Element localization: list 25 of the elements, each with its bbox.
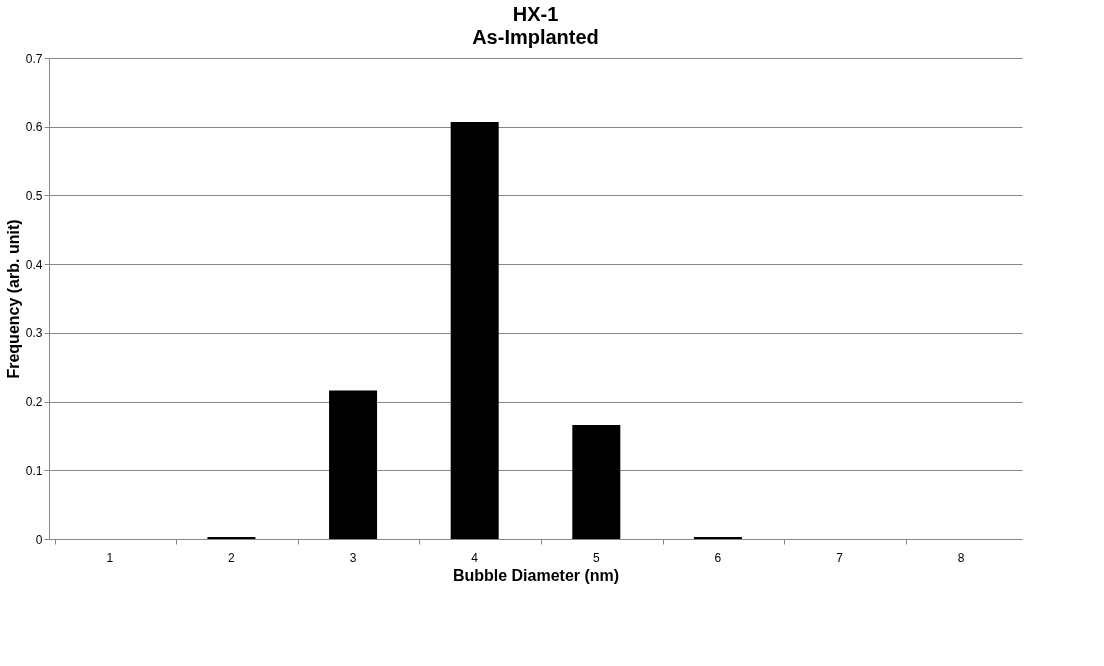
bar — [693, 536, 742, 539]
x-tick-label: 6 — [714, 550, 722, 565]
bar — [572, 424, 621, 539]
y-tick-label: 0.6 — [25, 120, 43, 135]
y-tick-label: 0.1 — [25, 463, 43, 478]
chart-subtitle: As-Implanted — [472, 26, 599, 48]
y-axis-title: Frequency (arb. unit) — [4, 219, 22, 379]
y-tick-label: 0.7 — [25, 51, 43, 66]
y-tick-label: 0 — [35, 532, 43, 547]
x-tick-label: 2 — [228, 550, 236, 565]
bar — [450, 121, 499, 539]
y-tick-label: 0.3 — [25, 326, 43, 341]
x-tick-label: 4 — [471, 550, 479, 565]
x-axis-title: Bubble Diameter (nm) — [452, 566, 620, 584]
y-tick-label: 0.2 — [25, 395, 43, 410]
x-tick-label: 8 — [957, 550, 965, 565]
x-tick-label: 7 — [836, 550, 844, 565]
y-tick-label: 0.4 — [25, 257, 43, 272]
x-tick-label: 5 — [592, 550, 600, 565]
bar — [329, 390, 378, 539]
y-tick-label: 0.5 — [25, 188, 43, 203]
x-tick-label: 1 — [106, 550, 114, 565]
bar — [207, 536, 256, 539]
x-tick-label: 3 — [349, 550, 357, 565]
chart-title: HX-1 — [512, 3, 559, 25]
